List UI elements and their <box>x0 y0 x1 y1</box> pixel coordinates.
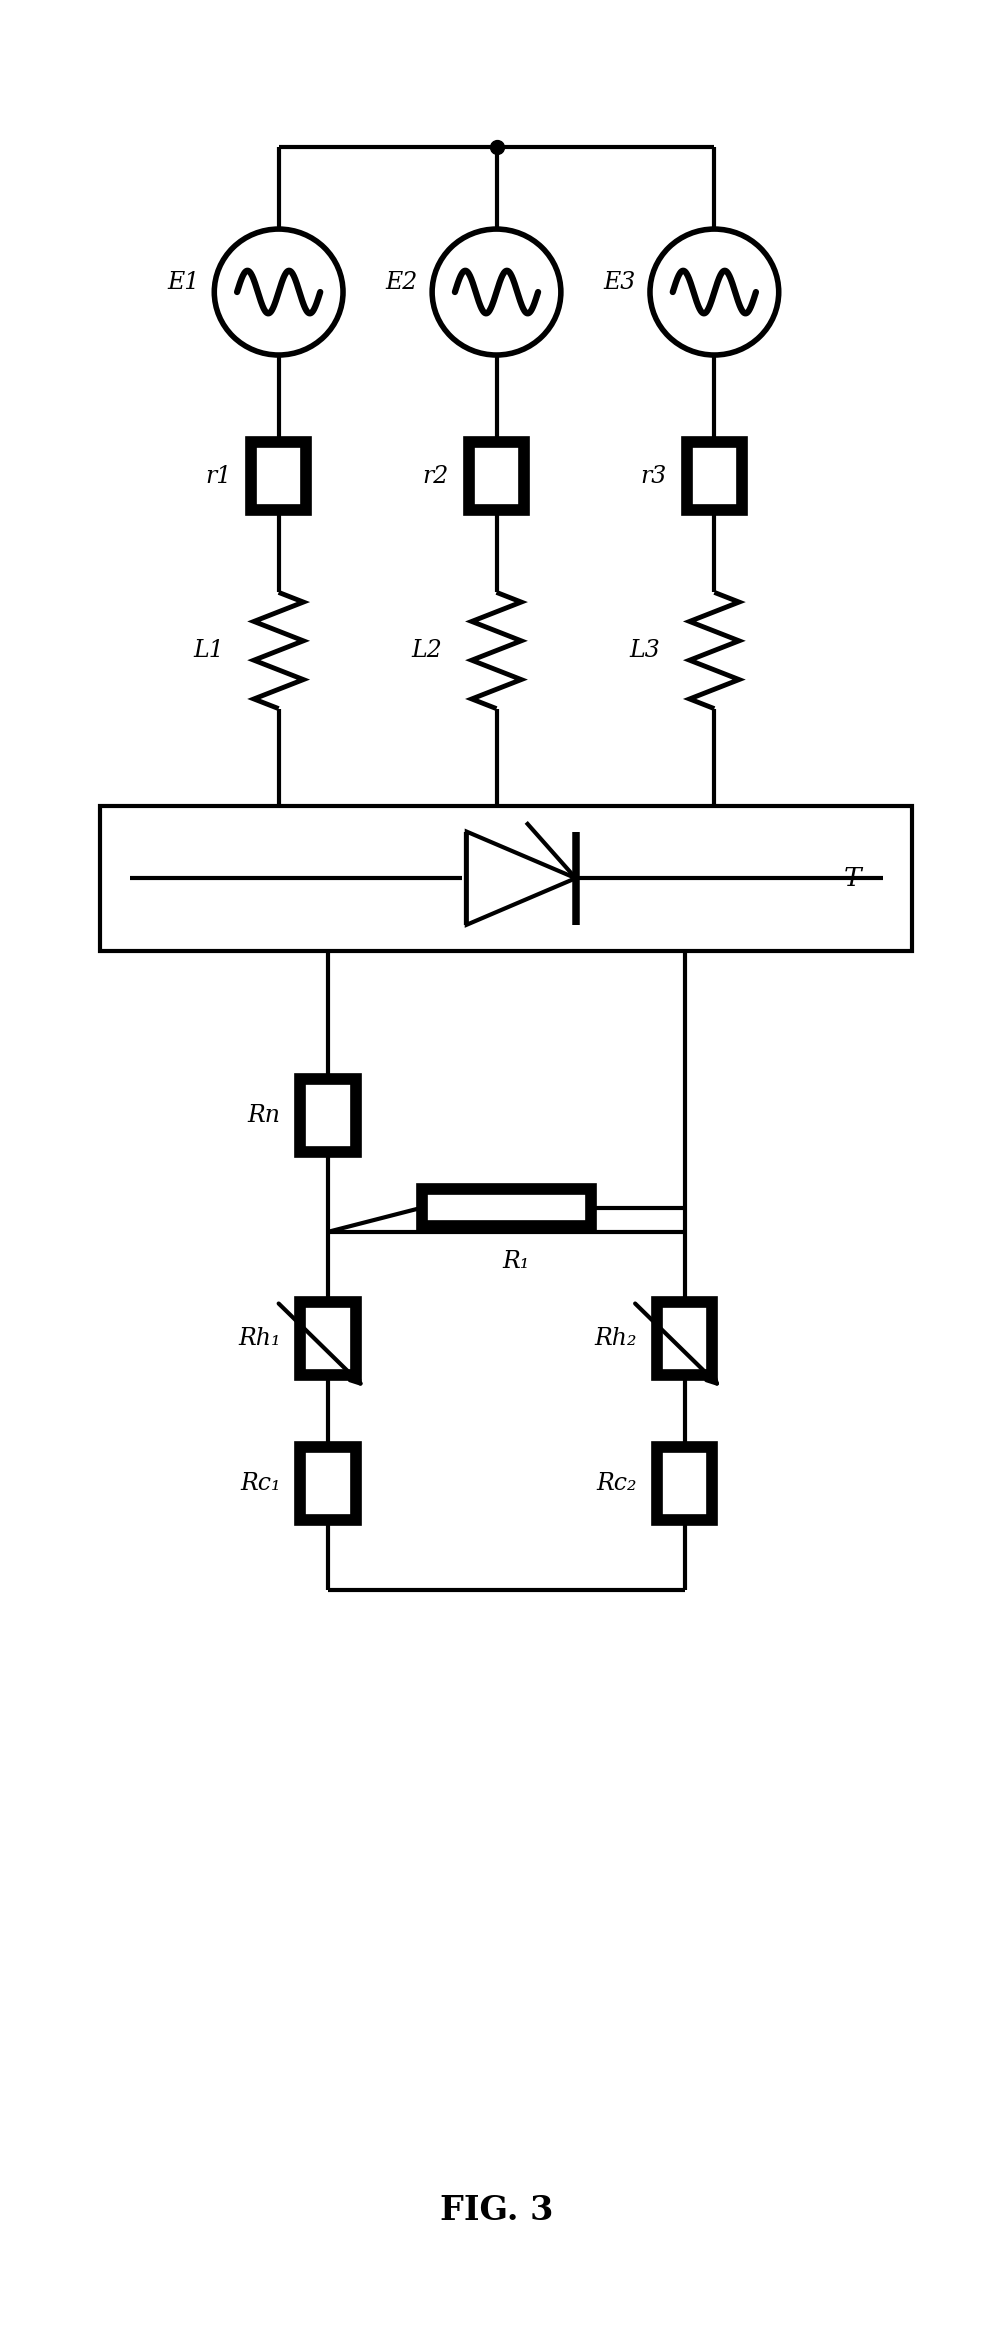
Text: E3: E3 <box>603 270 636 293</box>
Text: L2: L2 <box>411 638 442 661</box>
Text: T: T <box>844 866 862 892</box>
Bar <box>469 442 524 510</box>
Bar <box>100 805 913 950</box>
Bar <box>686 442 742 510</box>
Text: E1: E1 <box>167 270 200 293</box>
Text: FIG. 3: FIG. 3 <box>440 2193 553 2228</box>
Text: r3: r3 <box>640 466 667 487</box>
Text: L3: L3 <box>630 638 660 661</box>
Text: Rn: Rn <box>247 1103 281 1127</box>
Text: r1: r1 <box>205 466 231 487</box>
Bar <box>301 1080 355 1152</box>
Text: Rc₁: Rc₁ <box>240 1471 281 1495</box>
Text: Rh₁: Rh₁ <box>238 1327 281 1350</box>
Bar <box>301 1448 355 1520</box>
Bar <box>422 1190 591 1227</box>
Polygon shape <box>467 831 576 924</box>
Text: R₁: R₁ <box>502 1250 530 1273</box>
Bar <box>657 1301 712 1376</box>
Text: Rh₂: Rh₂ <box>595 1327 638 1350</box>
Text: L1: L1 <box>194 638 224 661</box>
Text: Rc₂: Rc₂ <box>597 1471 638 1495</box>
Bar <box>251 442 307 510</box>
Text: r2: r2 <box>423 466 449 487</box>
Text: E2: E2 <box>385 270 417 293</box>
Bar <box>301 1301 355 1376</box>
Bar <box>657 1448 712 1520</box>
